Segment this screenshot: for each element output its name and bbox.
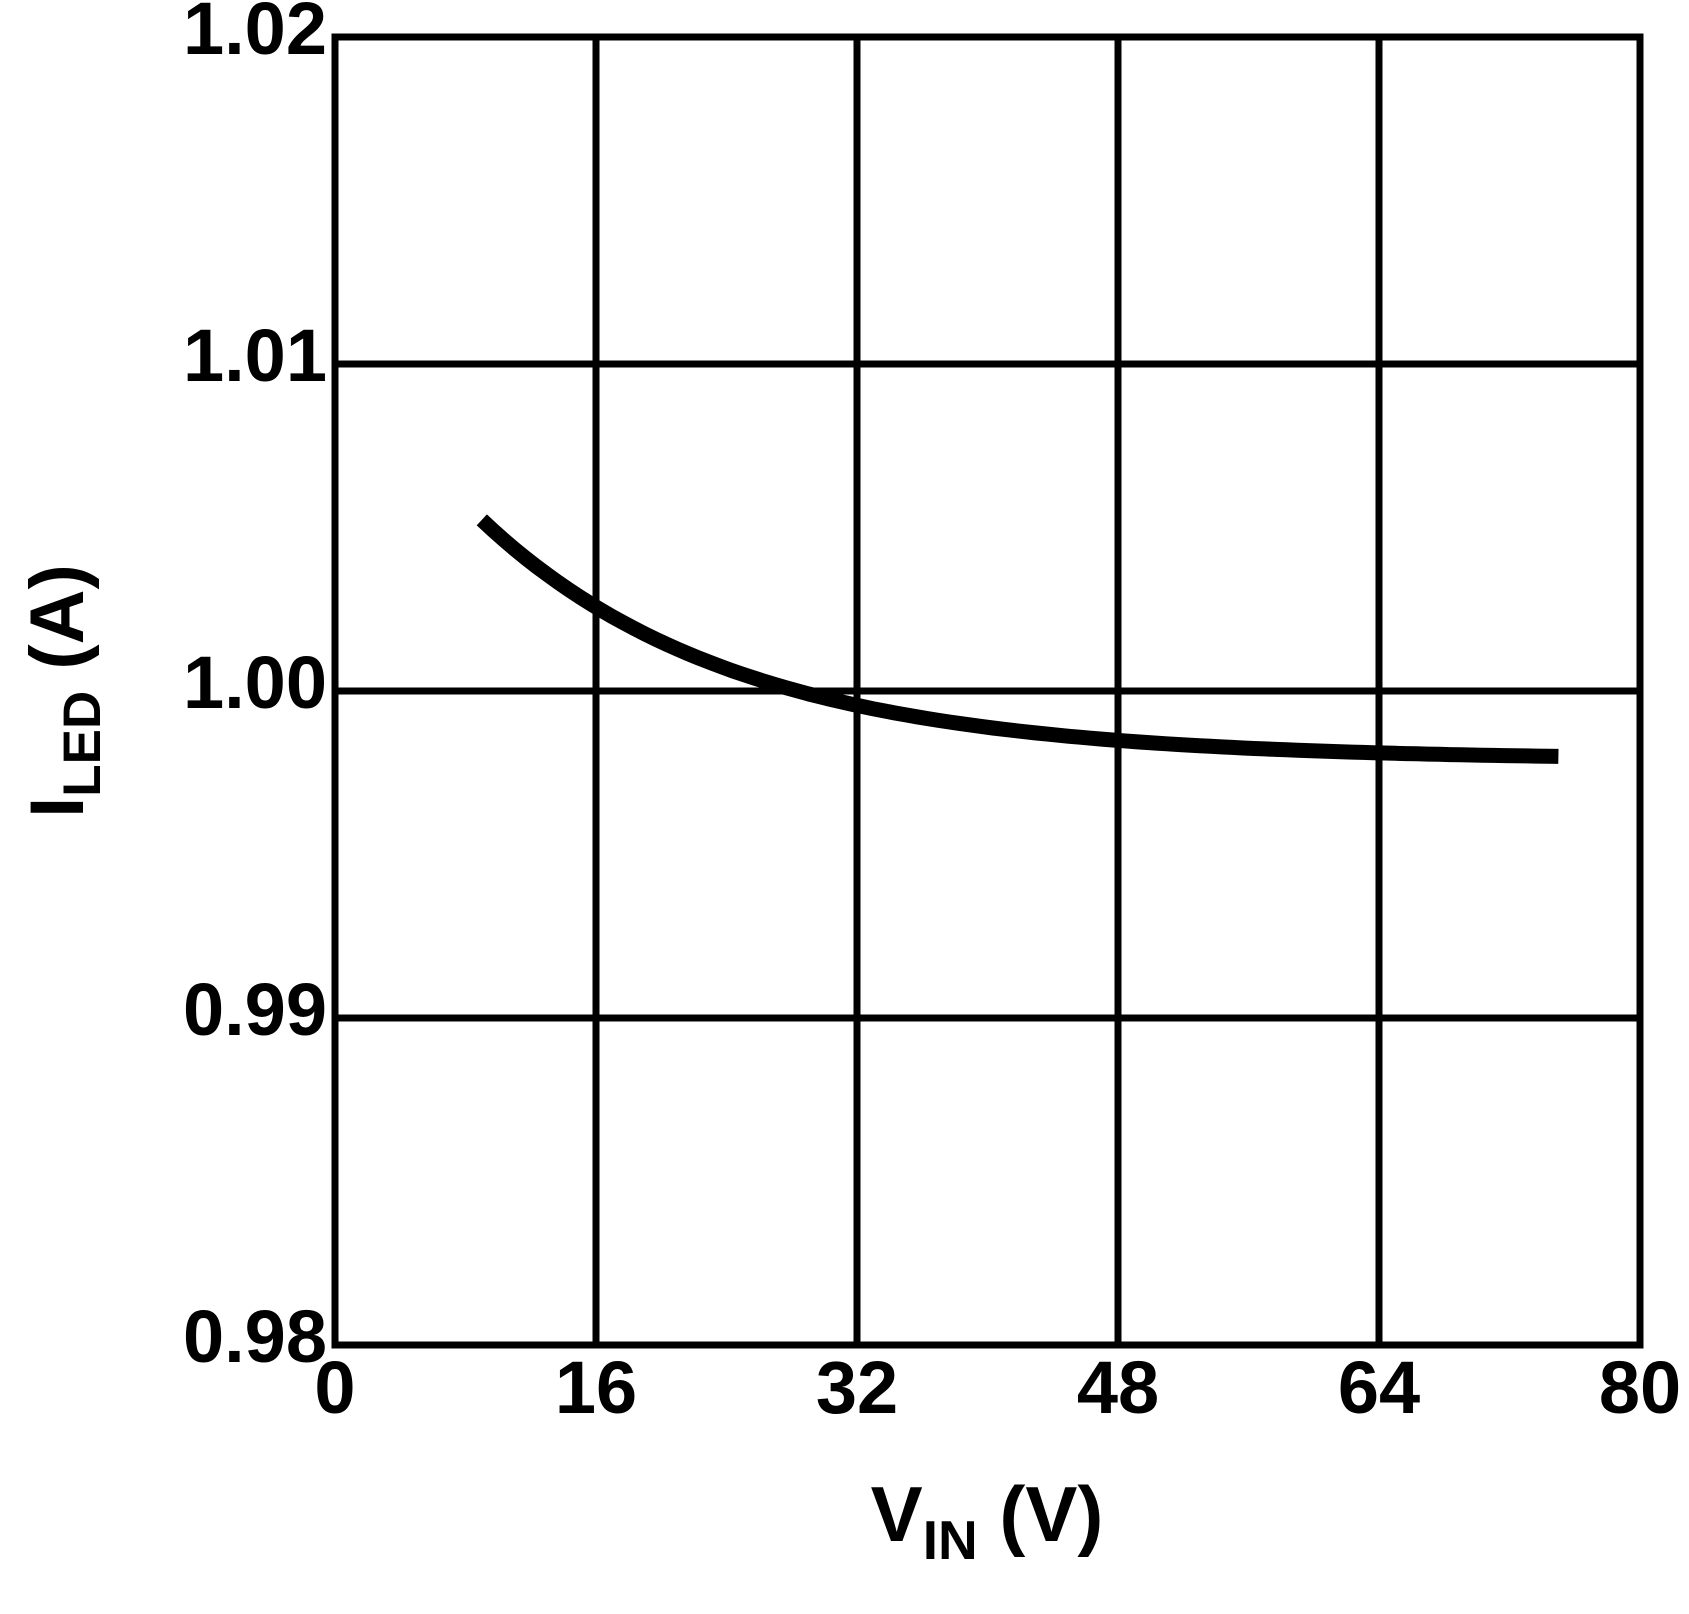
svg-text:1.02: 1.02 xyxy=(183,0,327,70)
svg-text:VIN (V): VIN (V) xyxy=(871,1470,1104,1571)
svg-text:16: 16 xyxy=(555,1346,637,1429)
svg-text:80: 80 xyxy=(1599,1346,1681,1429)
svg-text:1.00: 1.00 xyxy=(183,641,327,724)
svg-text:ILED (A): ILED (A) xyxy=(15,564,112,818)
svg-text:64: 64 xyxy=(1338,1346,1420,1429)
svg-text:0.98: 0.98 xyxy=(183,1295,327,1378)
svg-text:0: 0 xyxy=(314,1346,355,1429)
svg-text:32: 32 xyxy=(816,1346,898,1429)
svg-text:1.01: 1.01 xyxy=(183,314,327,397)
svg-text:48: 48 xyxy=(1077,1346,1159,1429)
svg-text:0.99: 0.99 xyxy=(183,968,327,1051)
